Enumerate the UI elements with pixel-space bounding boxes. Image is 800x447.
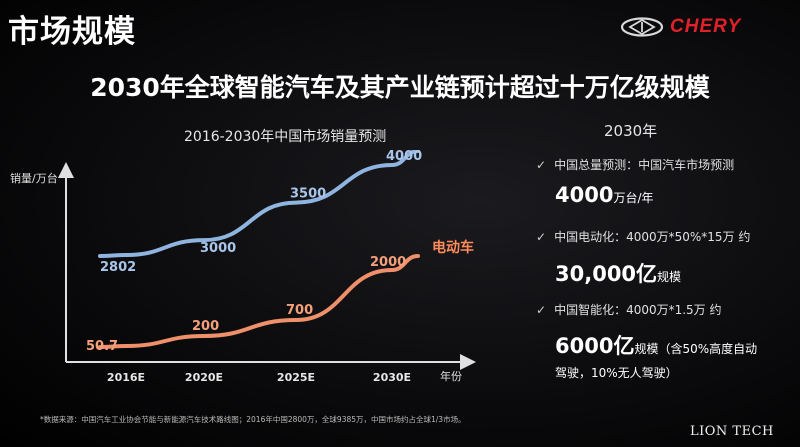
brand-logo: CHERY xyxy=(620,16,741,38)
data-label: 3000 xyxy=(200,241,236,256)
x-tick-label: 2020E xyxy=(185,371,223,384)
x-tick-label: 2016E xyxy=(107,371,145,384)
slide-subtitle: 2030年全球智能汽车及其产业链预计超过十万亿级规模 xyxy=(90,73,710,102)
page-title: 市场规模 xyxy=(8,14,136,50)
stat-electrification: 30,000亿规模 xyxy=(555,258,681,288)
stat-unit: 规模（含50%高度自动 xyxy=(634,342,758,356)
data-label: 2000 xyxy=(370,255,406,270)
x-axis-label: 年份 xyxy=(440,369,462,383)
data-label: 50.7 xyxy=(86,339,118,354)
stat-value: 30,000亿 xyxy=(555,262,658,286)
stat-total: 4000万台/年 xyxy=(555,183,654,207)
series-name-label: 电动车 xyxy=(432,239,474,256)
bullet-intelligence: ✓ 中国智能化：4000万*1.5万 约 xyxy=(536,301,722,318)
check-icon: ✓ xyxy=(536,230,547,244)
stat-value: 6000亿 xyxy=(555,334,635,358)
bullet-text: 中国总量预测：中国汽车市场预测 xyxy=(554,158,735,172)
check-icon: ✓ xyxy=(536,158,547,172)
stat-intelligence: 6000亿规模（含50%高度自动 xyxy=(555,330,757,360)
bullet-total-forecast: ✓ 中国总量预测：中国汽车市场预测 xyxy=(536,156,734,173)
stat-value: 4000 xyxy=(555,183,614,207)
y-axis-label: 销量/万台 xyxy=(10,171,58,185)
data-label: 3500 xyxy=(290,187,326,202)
series-line-vehicle xyxy=(98,150,420,258)
stat-unit: 规模 xyxy=(657,270,682,284)
data-label: 200 xyxy=(192,319,219,334)
stat-unit-continued: 驾驶，10%无人驾驶） xyxy=(555,366,678,380)
sales-forecast-chart: 销量/万台 年份 2016E 2020E 2025E 2030E 2802 3000 35… xyxy=(10,150,476,384)
watermark: LION TECH xyxy=(690,424,774,439)
right-panel-title: 2030年 xyxy=(604,122,658,140)
series-line-ev xyxy=(98,254,420,349)
chart-title: 2016-2030年中国市场销量预测 xyxy=(184,129,387,145)
chery-logo-icon xyxy=(620,17,664,37)
bullet-text: 中国智能化：4000万*1.5万 约 xyxy=(554,303,722,317)
bullet-text: 中国电动化：4000万*50%*15万 约 xyxy=(554,230,751,244)
x-tick-label: 2030E xyxy=(373,371,411,384)
footnote: *数据来源：中国汽车工业协会节能与新能源汽车技术路线图；2016年中国2800万… xyxy=(40,415,466,424)
stat-unit: 万台/年 xyxy=(613,191,654,205)
series-name-label: 整车 xyxy=(431,150,460,151)
bullet-electrification: ✓ 中国电动化：4000万*50%*15万 约 xyxy=(536,228,750,245)
data-label: 4000 xyxy=(386,150,422,164)
data-label: 700 xyxy=(286,303,313,318)
data-label: 2802 xyxy=(100,260,136,275)
x-tick-label: 2025E xyxy=(277,371,315,384)
check-icon: ✓ xyxy=(536,303,547,317)
brand-name: CHERY xyxy=(670,16,742,37)
